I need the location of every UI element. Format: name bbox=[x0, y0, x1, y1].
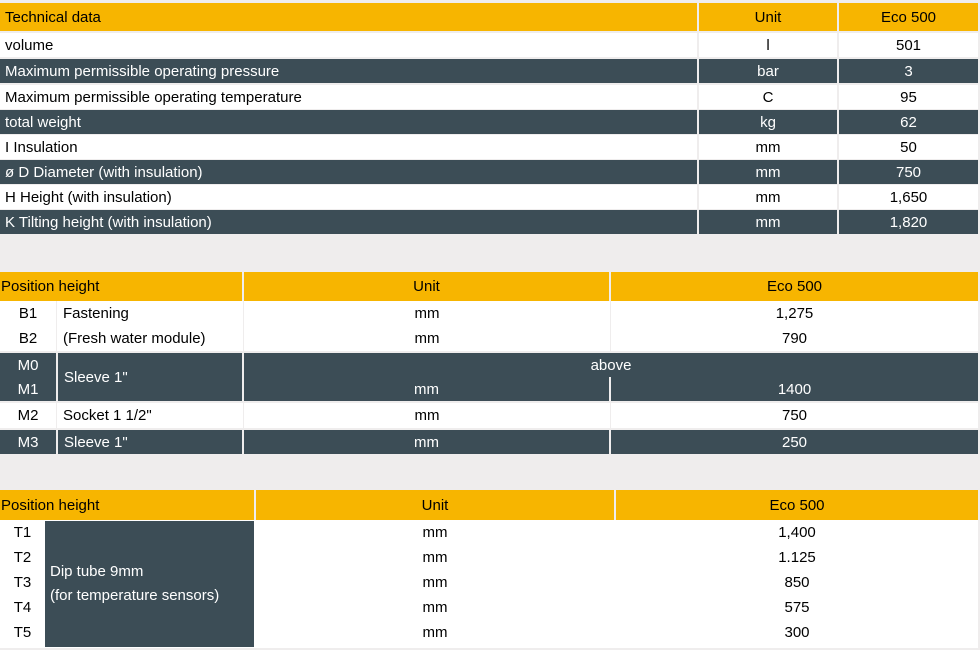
row-code: M3 bbox=[0, 430, 56, 454]
row-unit: bar bbox=[699, 59, 837, 83]
row-value: 1,650 bbox=[839, 185, 978, 209]
row-unit: mm bbox=[422, 549, 448, 566]
header-unit: Unit bbox=[699, 3, 837, 31]
row-desc: Fastening bbox=[57, 301, 243, 326]
row-unit: kg bbox=[699, 110, 837, 134]
row-value: 62 bbox=[839, 110, 978, 134]
row-unit: mm bbox=[699, 160, 837, 184]
row-label: volume bbox=[0, 33, 697, 57]
row-desc: Sleeve 1" bbox=[58, 430, 242, 454]
dip-tube-line-1: Dip tube 9mm bbox=[50, 563, 144, 580]
row-code: M0 bbox=[0, 353, 56, 377]
row-label: I Insulation bbox=[0, 135, 697, 159]
row-unit: mm bbox=[699, 185, 837, 209]
row-unit: mm bbox=[422, 574, 448, 591]
header-unit: Unit bbox=[244, 272, 609, 301]
row-code: T3 bbox=[13, 574, 32, 591]
row-value: 1400 bbox=[611, 377, 978, 401]
row-desc: Socket 1 1/2" bbox=[57, 403, 243, 428]
row-value: 750 bbox=[839, 160, 978, 184]
header-unit: Unit bbox=[256, 490, 614, 520]
row-value: 790 bbox=[611, 326, 978, 351]
row-value: 750 bbox=[611, 403, 978, 428]
row-unit: mm bbox=[699, 210, 837, 234]
row-label: Maximum permissible operating pressure bbox=[0, 59, 697, 83]
row-value: 1,275 bbox=[611, 301, 978, 326]
row-label: total weight bbox=[0, 110, 697, 134]
row-unit: mm bbox=[244, 301, 610, 326]
row-code: T2 bbox=[13, 549, 32, 566]
row-unit: mm bbox=[699, 135, 837, 159]
row-code: T1 bbox=[13, 524, 32, 541]
header-model: Eco 500 bbox=[616, 490, 978, 520]
header-model: Eco 500 bbox=[611, 272, 978, 301]
row-code: T4 bbox=[13, 599, 32, 616]
row-value: 850 bbox=[784, 574, 810, 591]
row-unit: mm bbox=[422, 599, 448, 616]
row-unit: mm bbox=[244, 326, 610, 351]
row-label: K Tilting height (with insulation) bbox=[0, 210, 697, 234]
row-value: 501 bbox=[839, 33, 978, 57]
header-position-height: Position height bbox=[0, 490, 254, 520]
row-code: M2 bbox=[0, 403, 56, 428]
row-unit: mm bbox=[244, 403, 610, 428]
row-label: Maximum permissible operating temperatur… bbox=[0, 85, 697, 109]
row-code: B2 bbox=[0, 326, 56, 351]
row-unit: mm bbox=[244, 430, 609, 454]
dip-tube-line-2: (for temperature sensors) bbox=[50, 587, 220, 604]
row-code: B1 bbox=[0, 301, 56, 326]
row-value: 1,820 bbox=[839, 210, 978, 234]
row-value: 575 bbox=[784, 599, 810, 616]
row-value: 1.125 bbox=[778, 549, 816, 566]
row-label: ø D Diameter (with insulation) bbox=[0, 160, 697, 184]
row-unit: C bbox=[699, 85, 837, 109]
row-value: 1,400 bbox=[778, 524, 816, 541]
row-unit: mm bbox=[422, 624, 448, 641]
row-unit: mm bbox=[422, 524, 448, 541]
row-unit: l bbox=[699, 33, 837, 57]
row-value: 50 bbox=[839, 135, 978, 159]
header-model: Eco 500 bbox=[839, 3, 978, 31]
header-position-height: Position height bbox=[0, 272, 242, 301]
row-label: H Height (with insulation) bbox=[0, 185, 697, 209]
row-unit: mm bbox=[244, 377, 609, 401]
row-code: M1 bbox=[0, 377, 56, 401]
row-value: 95 bbox=[839, 85, 978, 109]
row-code: T5 bbox=[13, 624, 32, 641]
row-value-merged: above bbox=[244, 353, 978, 377]
dip-tube-description: Dip tube 9mm (for temperature sensors) bbox=[45, 521, 254, 647]
row-desc: (Fresh water module) bbox=[57, 326, 243, 351]
row-value: 300 bbox=[784, 624, 810, 641]
row-value: 3 bbox=[839, 59, 978, 83]
row-value: 250 bbox=[611, 430, 978, 454]
row-desc: Sleeve 1" bbox=[58, 353, 242, 401]
header-technical-data: Technical data bbox=[0, 3, 697, 31]
